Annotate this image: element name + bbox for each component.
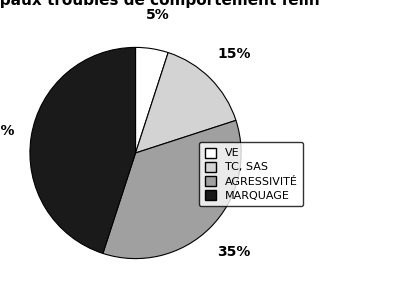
Wedge shape (30, 47, 136, 254)
Wedge shape (136, 52, 236, 153)
Title: Principaux troubles de comportement félin: Principaux troubles de comportement féli… (0, 0, 320, 8)
Wedge shape (136, 47, 168, 153)
Text: 45%: 45% (0, 124, 15, 138)
Wedge shape (103, 120, 241, 259)
Text: 35%: 35% (217, 244, 251, 259)
Legend: VE, TC, SAS, AGRESSIVITÉ, MARQUAGE: VE, TC, SAS, AGRESSIVITÉ, MARQUAGE (199, 142, 303, 206)
Text: 15%: 15% (217, 47, 251, 61)
Text: 5%: 5% (146, 8, 169, 22)
